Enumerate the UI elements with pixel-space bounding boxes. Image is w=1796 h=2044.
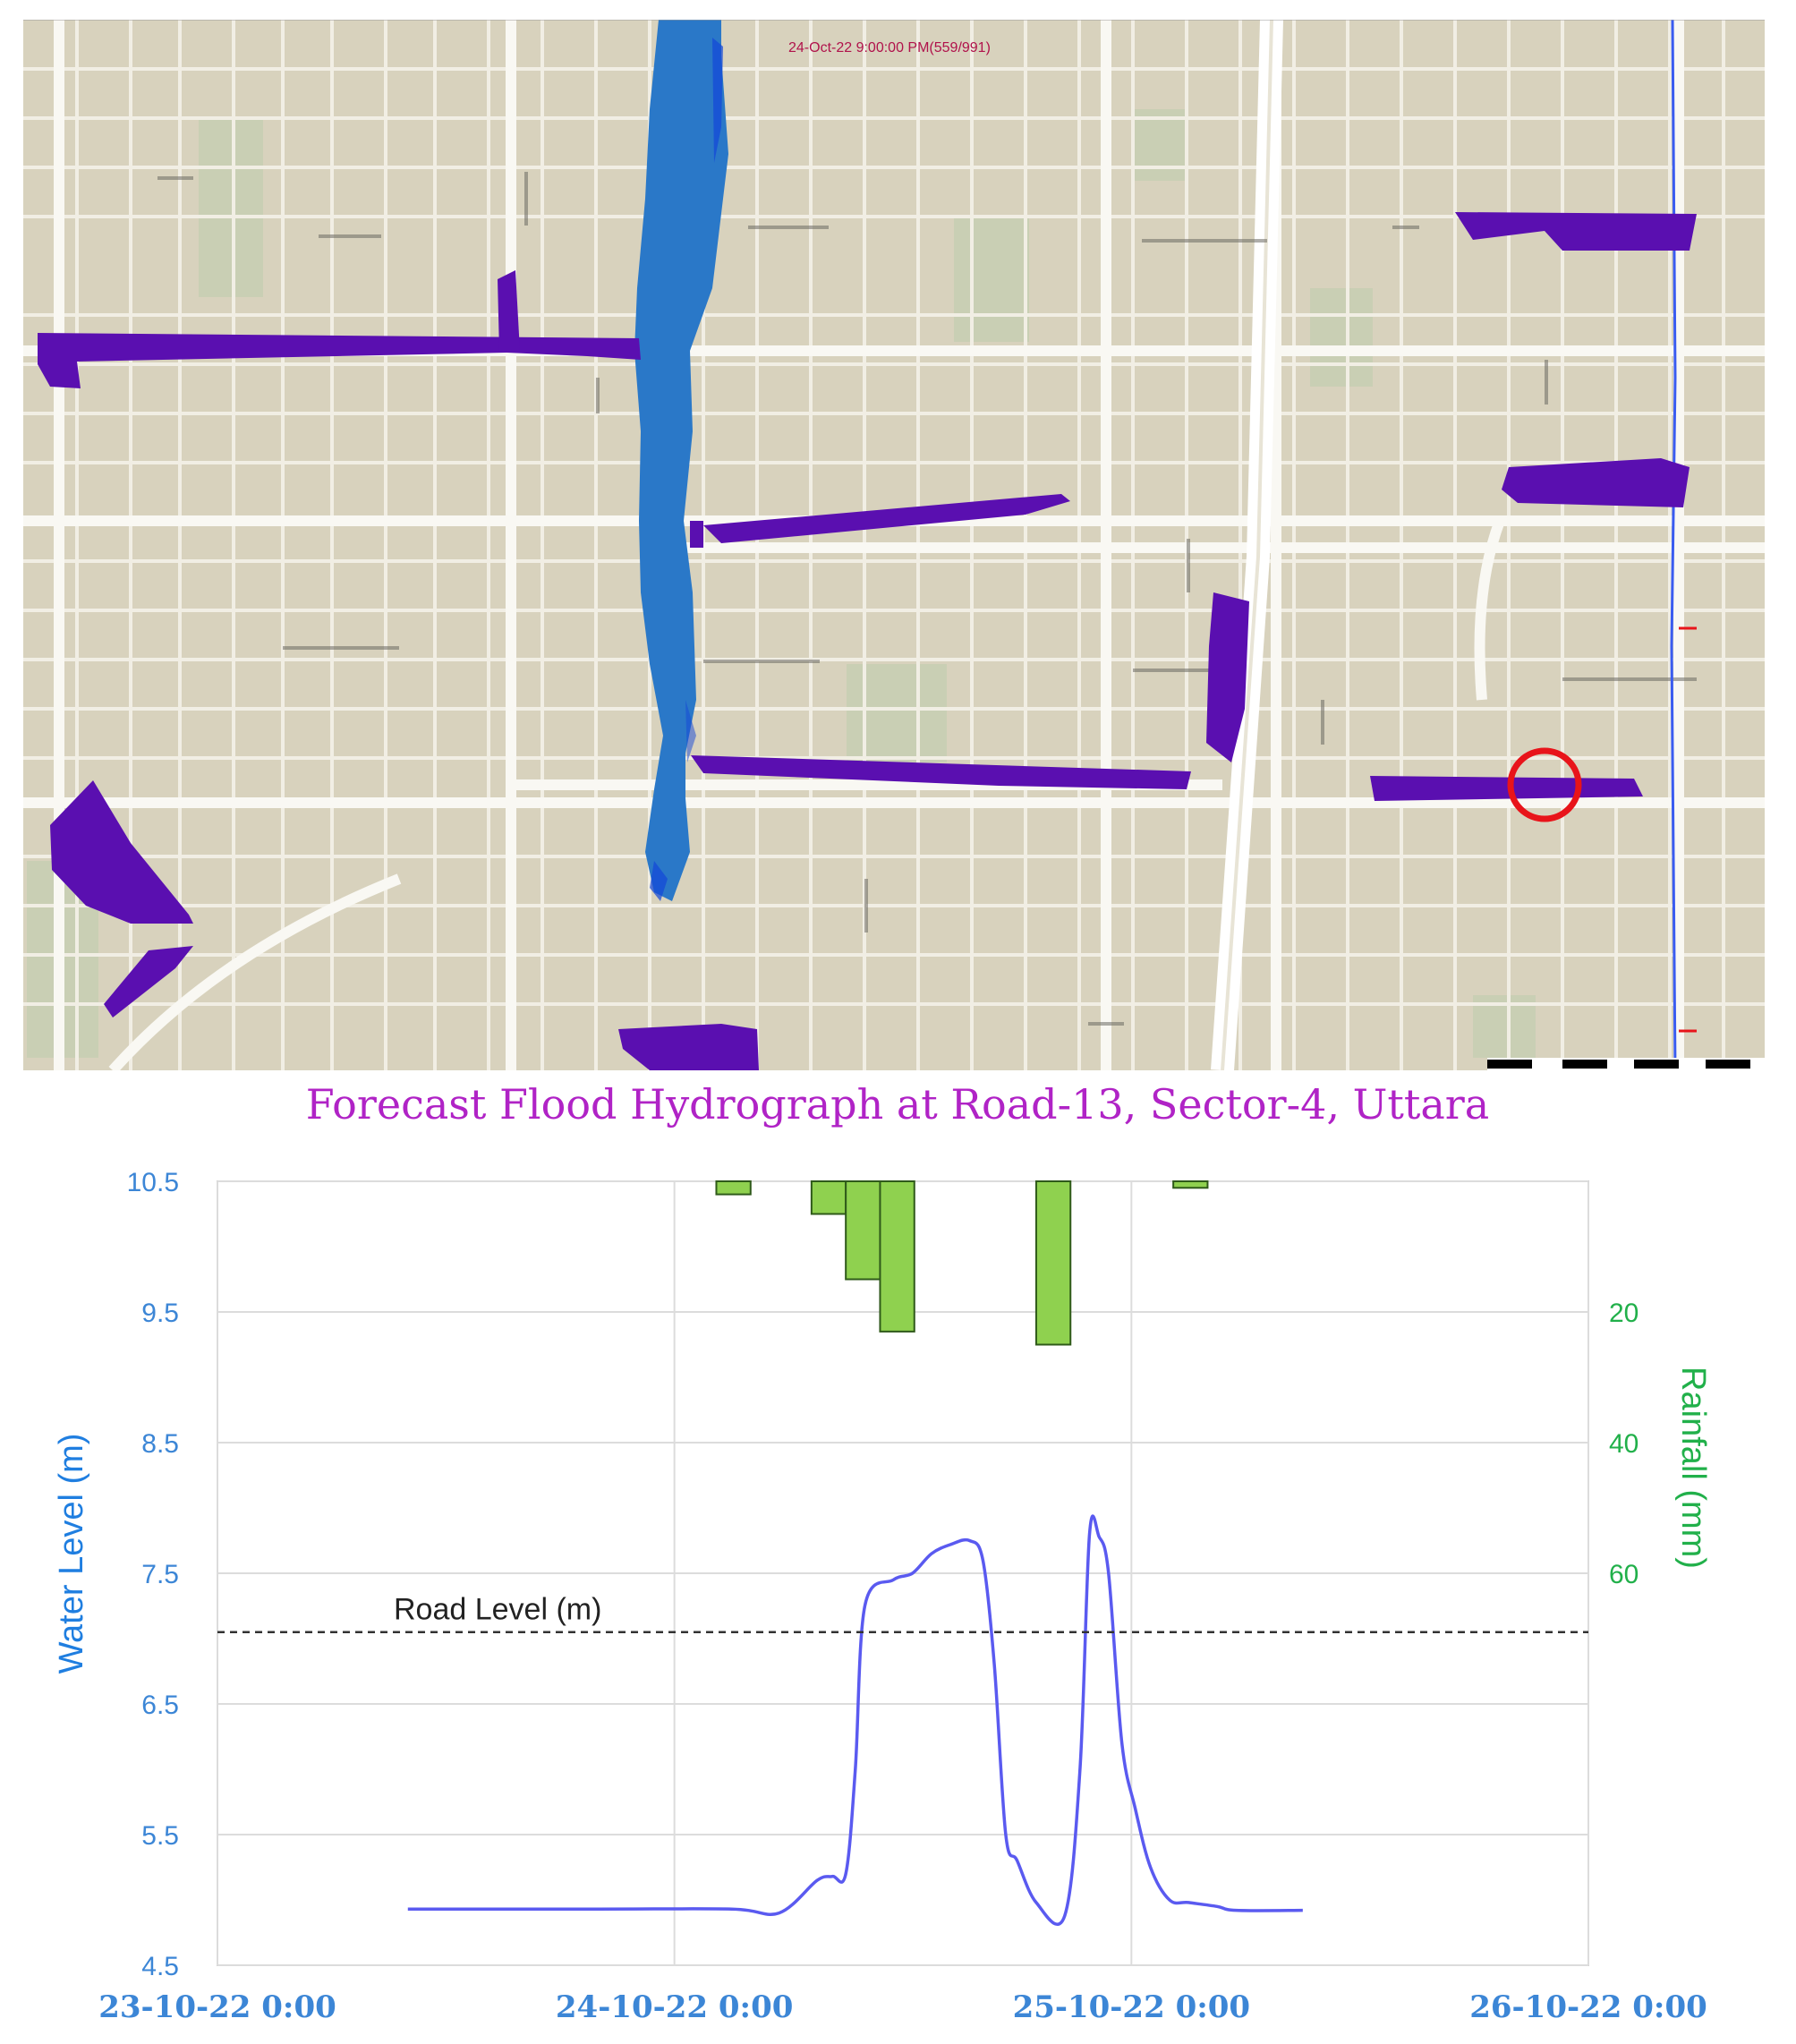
y-right-tick-label: 20 <box>1609 1299 1639 1328</box>
x-tick-label: 24-10-22 0:00 <box>556 1989 794 2025</box>
y-left-tick-label: 9.5 <box>141 1299 179 1328</box>
y-left-tick-label: 8.5 <box>141 1429 179 1459</box>
rainfall-bar <box>845 1180 881 1281</box>
hydrograph-chart: Forecast Flood Hydrograph at Road-13, Se… <box>0 1070 1796 2044</box>
flooded-roads <box>38 212 1697 1070</box>
map-timestamp: 24-Oct-22 9:00:00 PM(559/991) <box>788 40 991 55</box>
y-left-tick-label: 6.5 <box>141 1691 179 1720</box>
road-level-layer: Road Level (m) <box>217 1593 1588 1633</box>
flood-inundation-map: 24-Oct-22 9:00:00 PM(559/991) <box>23 20 1765 1070</box>
chart-grid <box>217 1180 1589 1966</box>
axis-ticks: 4.5 5.5 6.5 7.5 8.5 9.5 10.5 23-10-22 0:00 24-10… <box>98 1168 1707 2025</box>
y-axis-right-title: Rainfall (mm) <box>1674 1367 1712 1569</box>
rainfall-bars <box>715 1180 1209 1346</box>
canal-line <box>1670 20 1677 1070</box>
rainfall-bar <box>879 1180 915 1333</box>
rainfall-bar <box>810 1180 847 1215</box>
red-circle-location-marker <box>1507 747 1582 822</box>
road-level-label: Road Level (m) <box>394 1593 601 1627</box>
y-left-tick-label: 5.5 <box>141 1821 179 1851</box>
street-labels <box>157 172 1697 1026</box>
drainage-channel-flood <box>634 20 728 901</box>
hydrograph-svg: Forecast Flood Hydrograph at Road-13, Se… <box>53 1080 1712 2025</box>
y-left-tick-label: 7.5 <box>141 1560 179 1589</box>
map-canvas: 24-Oct-22 9:00:00 PM(559/991) <box>23 20 1765 1070</box>
rainfall-bar <box>1034 1180 1072 1346</box>
water-level-line <box>407 1514 1303 1926</box>
x-tick-label: 23-10-22 0:00 <box>98 1989 336 2025</box>
rainfall-bar <box>1172 1180 1209 1189</box>
y-axis-left-title: Water Level (m) <box>53 1434 90 1674</box>
canal-red-markers <box>1679 626 1697 1033</box>
rainfall-bar <box>715 1180 752 1196</box>
y-left-tick-label: 10.5 <box>127 1168 179 1197</box>
y-right-tick-label: 60 <box>1609 1560 1639 1589</box>
y-left-tick-label: 4.5 <box>141 1952 179 1981</box>
chart-title: Forecast Flood Hydrograph at Road-13, Se… <box>306 1080 1489 1128</box>
water-level-series <box>407 1514 1303 1926</box>
y-right-tick-label: 40 <box>1609 1429 1639 1459</box>
map-scale-bar <box>1487 1058 1765 1070</box>
x-tick-label: 26-10-22 0:00 <box>1469 1989 1707 2025</box>
x-tick-label: 25-10-22 0:00 <box>1013 1989 1251 2025</box>
